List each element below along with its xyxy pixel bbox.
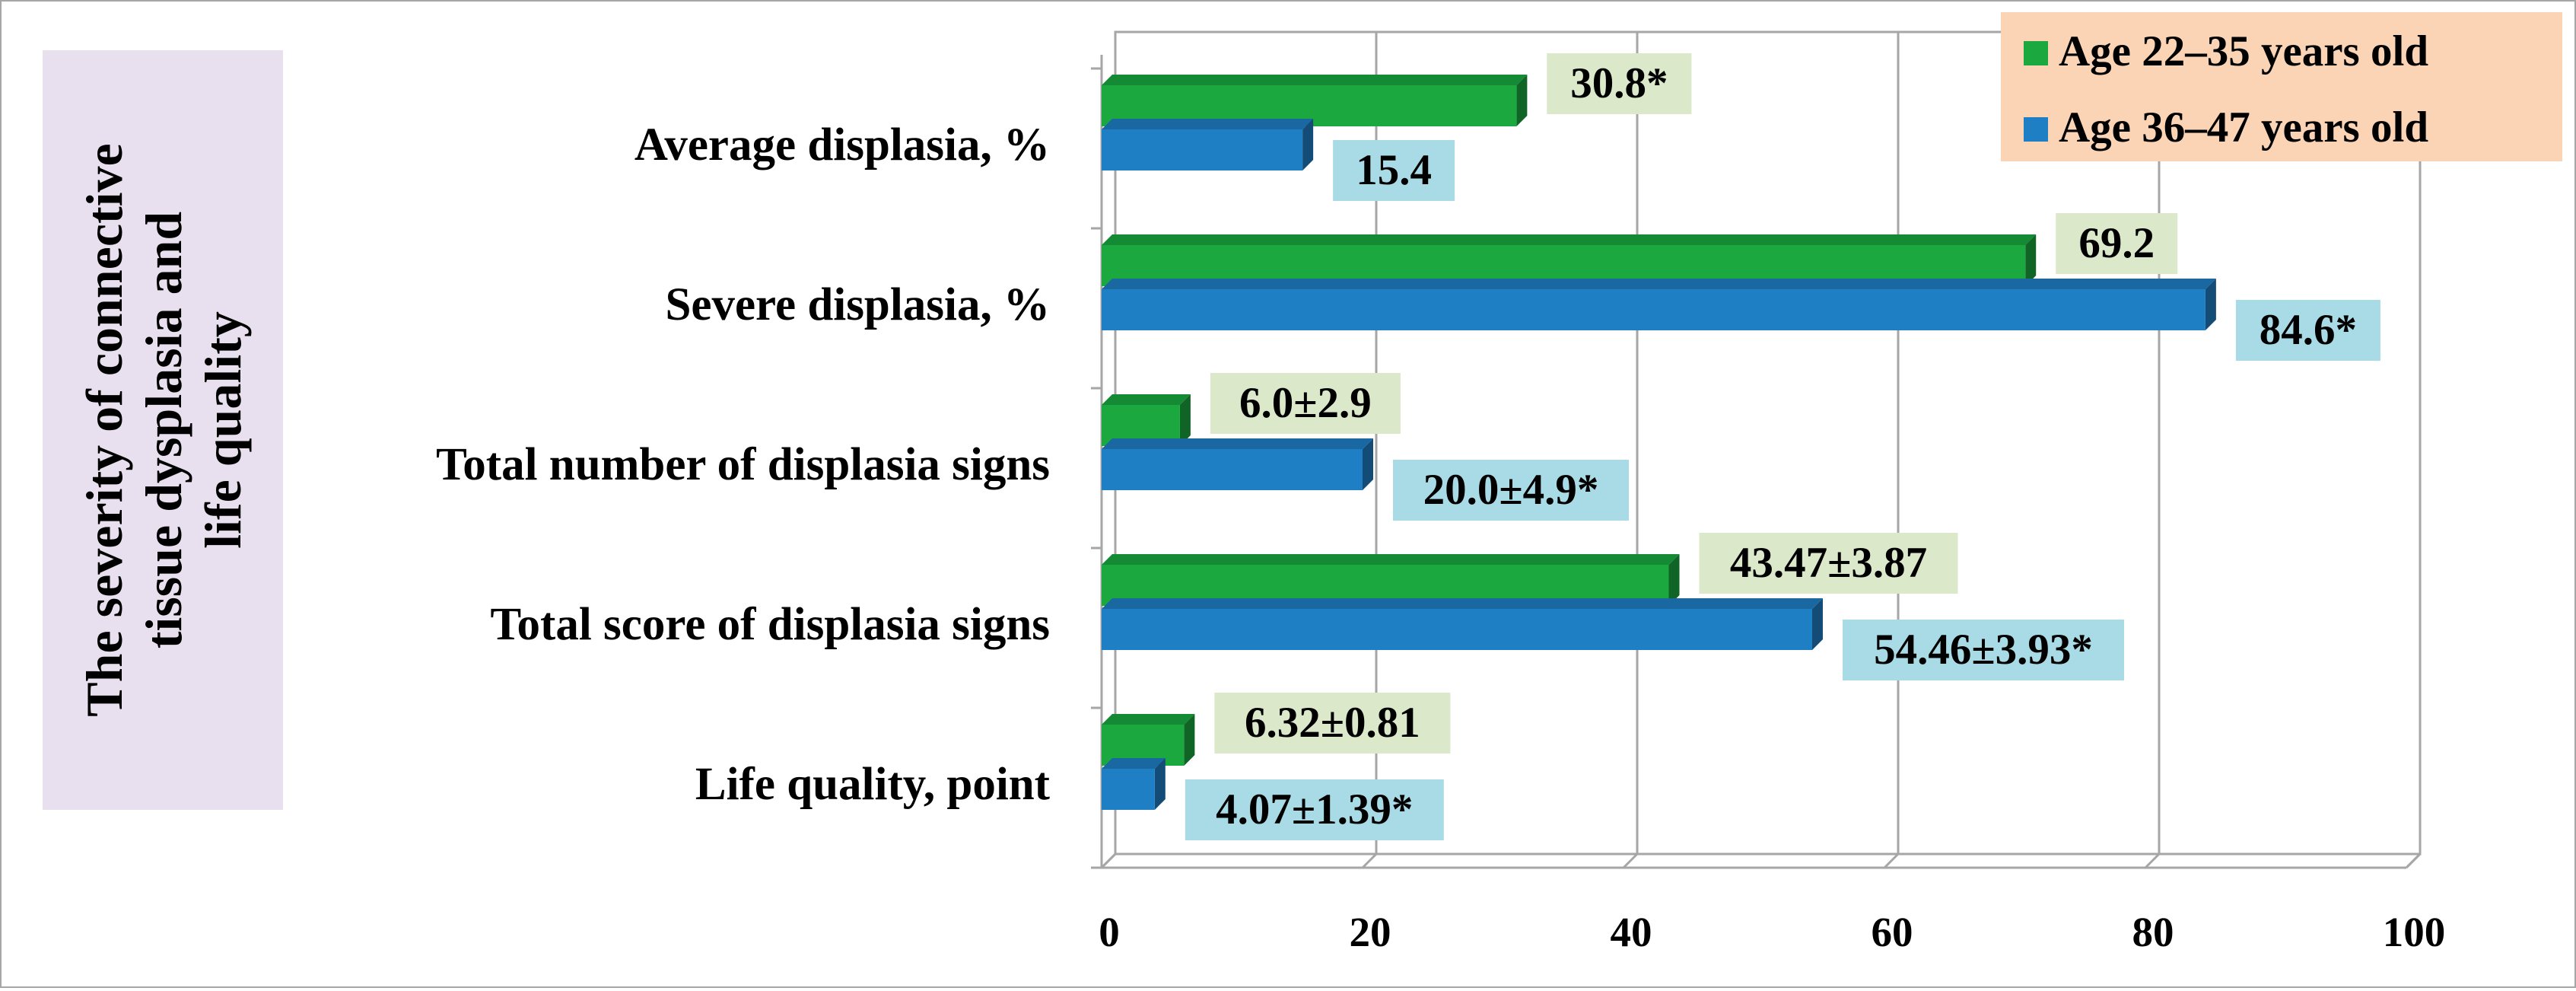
x-tick-label: 80 bbox=[2132, 909, 2174, 955]
bar-age-36-47 bbox=[1102, 598, 1823, 650]
x-axis-ticks: 0 20 40 60 80 100 bbox=[1099, 909, 2445, 955]
bar-top bbox=[1102, 438, 1373, 449]
bar-front bbox=[1102, 129, 1303, 170]
bar-side bbox=[1184, 714, 1195, 766]
x-tick-label: 40 bbox=[1611, 909, 1652, 955]
bar-side bbox=[1516, 75, 1528, 126]
data-label-bg bbox=[2235, 300, 2380, 361]
data-label-bg bbox=[1185, 779, 1444, 840]
x-tick-label: 100 bbox=[2383, 909, 2446, 955]
data-label-bg bbox=[1547, 53, 1692, 114]
bar-front bbox=[1102, 289, 2206, 330]
bar-top bbox=[1102, 554, 1680, 565]
data-label: 6.32±0.81 bbox=[1214, 693, 1451, 754]
gridline-floor bbox=[2144, 852, 2161, 869]
bar-age-22-35 bbox=[1102, 394, 1191, 446]
bar-side bbox=[1302, 119, 1314, 170]
gridline-floor bbox=[1622, 852, 1639, 869]
category-label: Severe displasia, % bbox=[665, 279, 1050, 330]
legend-swatch bbox=[2024, 117, 2048, 142]
bar-age-36-47 bbox=[1102, 119, 1314, 170]
bar-side bbox=[1363, 438, 1373, 490]
bar-side bbox=[2025, 234, 2037, 286]
x-tick-label: 0 bbox=[1099, 909, 1120, 955]
data-label-bg bbox=[1393, 460, 1629, 521]
bar-age-22-35 bbox=[1102, 75, 1528, 126]
x-tick-label: 60 bbox=[1872, 909, 1913, 955]
bar-age-36-47 bbox=[1102, 279, 2216, 330]
bar-age-36-47 bbox=[1102, 438, 1373, 490]
legend: Age 22–35 years old Age 36–47 years old bbox=[2001, 12, 2562, 161]
category-label: Life quality, point bbox=[695, 759, 1051, 810]
bar-front bbox=[1102, 609, 1812, 650]
y-axis-title: The severity of connective tissue dysplas… bbox=[75, 143, 252, 716]
bar-age-22-35 bbox=[1102, 554, 1680, 606]
bar-top bbox=[1102, 598, 1823, 609]
bar-side bbox=[1811, 598, 1823, 650]
bar-side bbox=[1668, 554, 1680, 606]
y-axis-title-line: tissue dysplasia and bbox=[135, 212, 192, 649]
bar-front bbox=[1102, 769, 1155, 810]
data-label-text: 20.0±4.9* bbox=[1423, 466, 1599, 514]
y-axis-title-box bbox=[43, 50, 283, 810]
data-label-text: 54.46±3.93* bbox=[1874, 626, 2093, 674]
data-label-text: 15.4 bbox=[1356, 146, 1432, 194]
bar-age-22-35 bbox=[1102, 234, 2037, 286]
data-label: 30.8* bbox=[1547, 53, 1692, 114]
bar-top bbox=[1102, 75, 1528, 85]
category-label: Total number of displasia signs bbox=[436, 439, 1050, 490]
bar-top bbox=[1102, 119, 1314, 129]
category-label: Average displasia, % bbox=[634, 119, 1050, 170]
data-label-bg bbox=[1699, 533, 1958, 594]
bar-top bbox=[1102, 279, 2216, 289]
bar-side bbox=[1179, 394, 1191, 446]
y-axis-title-line: The severity of connective bbox=[75, 143, 133, 716]
data-label: 6.0±2.9 bbox=[1210, 373, 1401, 434]
data-label-bg bbox=[1214, 693, 1451, 754]
bar-top bbox=[1102, 758, 1166, 769]
data-label-bg bbox=[2056, 213, 2178, 274]
bar-top bbox=[1102, 714, 1195, 725]
data-label: 43.47±3.87 bbox=[1699, 533, 1958, 594]
bar-side bbox=[2205, 279, 2216, 330]
gridline-floor bbox=[1883, 852, 1900, 869]
y-axis-title-line: life quality bbox=[194, 311, 252, 549]
bar-age-22-35 bbox=[1102, 714, 1195, 766]
data-label: 54.46±3.93* bbox=[1842, 620, 2124, 680]
data-label-bg bbox=[1210, 373, 1401, 434]
category-labels: Average displasia, % Severe displasia, % T… bbox=[436, 119, 1051, 810]
data-label-text: 43.47±3.87 bbox=[1730, 539, 1927, 587]
bars bbox=[1102, 75, 2216, 810]
bar-front bbox=[1102, 449, 1363, 490]
data-label: 20.0±4.9* bbox=[1393, 460, 1629, 521]
gridline-floor bbox=[1100, 852, 1117, 869]
bar-top bbox=[1102, 394, 1191, 405]
legend-label: Age 36–47 years old bbox=[2059, 104, 2428, 151]
data-label-text: 84.6* bbox=[2260, 306, 2357, 354]
data-label-bg bbox=[1842, 620, 2124, 680]
bar-top bbox=[1102, 234, 2037, 245]
data-label-text: 69.2 bbox=[2078, 219, 2155, 267]
legend-swatch bbox=[2024, 41, 2048, 65]
category-label: Total score of displasia signs bbox=[490, 599, 1050, 650]
data-label: 84.6* bbox=[2235, 300, 2380, 361]
gridline-floor bbox=[2405, 852, 2422, 869]
bar-age-36-47 bbox=[1102, 758, 1166, 810]
data-label-bg bbox=[1333, 140, 1455, 201]
bar-side bbox=[1154, 758, 1166, 810]
data-label-text: 4.07±1.39* bbox=[1216, 785, 1413, 833]
gridline-floor bbox=[1361, 852, 1378, 869]
data-label-text: 6.32±0.81 bbox=[1245, 699, 1420, 747]
data-label: 4.07±1.39* bbox=[1185, 779, 1444, 840]
legend-box bbox=[2001, 12, 2562, 161]
data-labels: 30.8* 15.4 69.2 84.6* 6.0±2.9 20.0±4.9* 43.47±… bbox=[1185, 53, 2380, 840]
data-label-text: 30.8* bbox=[1570, 59, 1668, 107]
data-label: 69.2 bbox=[2056, 213, 2178, 274]
data-label-text: 6.0±2.9 bbox=[1239, 379, 1372, 427]
data-label: 15.4 bbox=[1333, 140, 1455, 201]
x-tick-label: 20 bbox=[1350, 909, 1391, 955]
legend-label: Age 22–35 years old bbox=[2059, 27, 2428, 75]
